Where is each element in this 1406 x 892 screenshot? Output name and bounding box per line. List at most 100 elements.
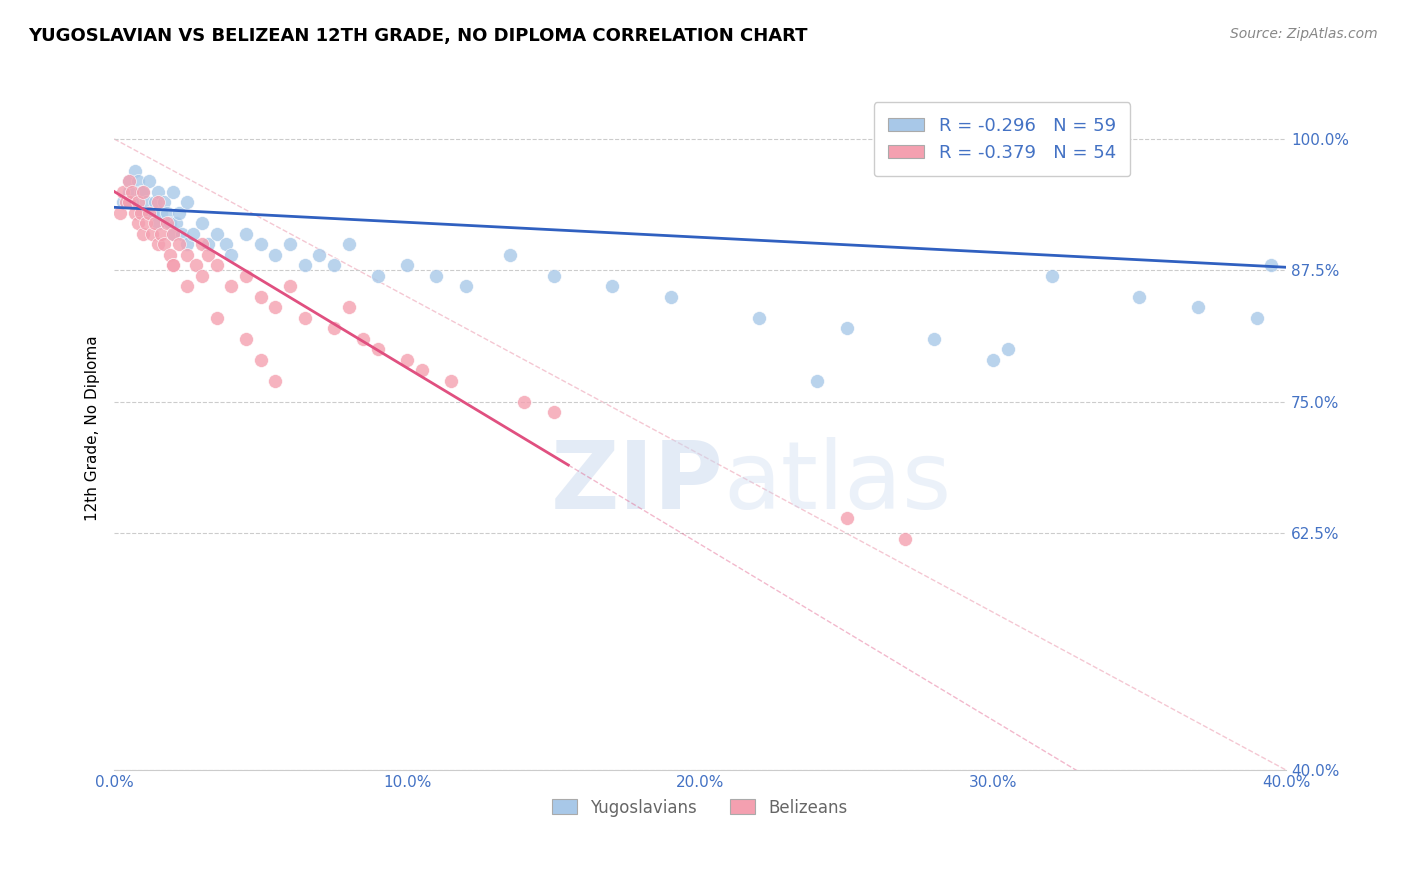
Point [146, 216, 169, 230]
Point [367, 268, 389, 283]
Point [108, 205, 131, 219]
Point [425, 268, 447, 283]
Text: ZIP: ZIP [551, 437, 724, 529]
Point [124, 205, 146, 219]
Point [118, 174, 141, 188]
Point [153, 237, 176, 252]
Point [146, 185, 169, 199]
Point [121, 195, 143, 210]
Point [748, 310, 770, 325]
Point [894, 532, 917, 546]
Point [135, 195, 157, 210]
Point [181, 227, 204, 241]
Legend: Yugoslavians, Belizeans: Yugoslavians, Belizeans [546, 792, 855, 823]
Point [115, 195, 138, 210]
Point [124, 163, 146, 178]
Point [294, 310, 316, 325]
Point [924, 332, 946, 346]
Point [221, 279, 243, 293]
Point [337, 300, 360, 314]
Point [396, 352, 419, 367]
Point [235, 332, 257, 346]
Point [981, 352, 1004, 367]
Point [205, 258, 228, 272]
Point [129, 185, 152, 199]
Point [150, 227, 173, 241]
Y-axis label: 12th Grade, No Diploma: 12th Grade, No Diploma [86, 335, 100, 521]
Point [1187, 300, 1209, 314]
Text: YUGOSLAVIAN VS BELIZEAN 12TH GRADE, NO DIPLOMA CORRELATION CHART: YUGOSLAVIAN VS BELIZEAN 12TH GRADE, NO D… [28, 27, 807, 45]
Point [997, 343, 1019, 357]
Point [153, 195, 176, 210]
Point [132, 185, 155, 199]
Point [352, 332, 374, 346]
Point [132, 227, 155, 241]
Point [1260, 258, 1282, 272]
Point [170, 227, 193, 241]
Point [118, 174, 141, 188]
Point [143, 216, 166, 230]
Point [221, 247, 243, 261]
Point [440, 374, 463, 388]
Point [214, 237, 236, 252]
Point [249, 290, 271, 304]
Point [165, 216, 187, 230]
Point [162, 258, 184, 272]
Point [322, 321, 344, 335]
Point [191, 237, 214, 252]
Point [176, 247, 198, 261]
Point [235, 227, 257, 241]
Point [146, 237, 169, 252]
Point [205, 310, 228, 325]
Point [143, 195, 166, 210]
Point [186, 258, 208, 272]
Point [111, 185, 134, 199]
Point [513, 395, 536, 409]
Point [322, 258, 344, 272]
Point [367, 343, 389, 357]
Point [141, 227, 163, 241]
Point [176, 195, 198, 210]
Point [146, 195, 169, 210]
Point [1040, 268, 1063, 283]
Point [294, 258, 316, 272]
Point [600, 279, 623, 293]
Point [1128, 290, 1150, 304]
Point [235, 268, 257, 283]
Point [197, 247, 219, 261]
Point [205, 227, 228, 241]
Point [127, 216, 149, 230]
Point [659, 290, 682, 304]
Point [249, 237, 271, 252]
Point [156, 205, 179, 219]
Point [411, 363, 433, 377]
Point [159, 216, 181, 230]
Point [337, 237, 360, 252]
Point [498, 247, 520, 261]
Point [835, 510, 858, 524]
Point [1246, 310, 1268, 325]
Point [167, 237, 190, 252]
Point [159, 247, 181, 261]
Point [156, 216, 179, 230]
Point [191, 216, 214, 230]
Point [176, 279, 198, 293]
Point [132, 185, 155, 199]
Point [308, 247, 330, 261]
Point [162, 258, 184, 272]
Point [278, 237, 301, 252]
Point [806, 374, 828, 388]
Point [835, 321, 858, 335]
Point [249, 352, 271, 367]
Point [138, 174, 160, 188]
Point [138, 205, 160, 219]
Point [278, 279, 301, 293]
Point [197, 237, 219, 252]
Point [543, 405, 565, 419]
Point [162, 227, 184, 241]
Point [121, 185, 143, 199]
Point [543, 268, 565, 283]
Point [454, 279, 477, 293]
Point [264, 300, 287, 314]
Point [167, 205, 190, 219]
